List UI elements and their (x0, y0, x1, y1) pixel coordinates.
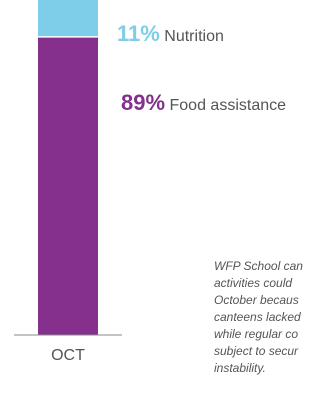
annotation-note: WFP School can activities could October … (214, 258, 303, 377)
nutrition-category: Nutrition (164, 28, 224, 45)
bar-segment-nutrition (38, 0, 98, 37)
food-assistance-category: Food assistance (169, 97, 287, 114)
nutrition-label: 11% Nutrition (117, 21, 224, 47)
annotation-line: October becaus (214, 293, 299, 307)
annotation-line: subject to secur (214, 344, 299, 358)
annotation-line: activities could (214, 276, 293, 290)
annotation-line: while regular co (214, 327, 299, 341)
annotation-line: canteens lacked (214, 310, 301, 324)
x-tick-label: OCT (51, 347, 85, 364)
food-assistance-percent: 89% (121, 90, 166, 115)
food-assistance-label: 89% Food assistance (121, 90, 286, 116)
bar-segment-food-assistance (38, 36, 98, 335)
annotation-line: instability. (214, 361, 266, 375)
bar-group (38, 0, 98, 335)
nutrition-percent: 11% (117, 21, 160, 46)
annotation-line: WFP School can (214, 259, 303, 273)
